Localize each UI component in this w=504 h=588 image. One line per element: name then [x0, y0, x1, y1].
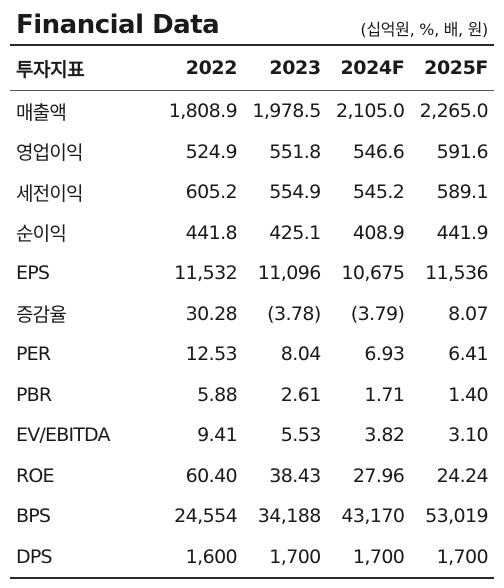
- table-cell: 1,600: [159, 536, 244, 579]
- row-label: ROE: [16, 464, 55, 487]
- table-row: 세전이익 605.2 554.9 545.2 589.1: [10, 172, 494, 213]
- table-cell: 5.53: [280, 424, 322, 447]
- table-cell: 2.61: [280, 383, 322, 406]
- table-cell: 6.93: [364, 343, 405, 366]
- table-cell: 53,019: [425, 505, 488, 528]
- row-label: 순이익: [16, 223, 67, 246]
- financial-table: 투자지표 2022 2023 2024F 2025F 매출액 1,808.9 1,9…: [10, 46, 494, 579]
- row-label: 영업이익: [16, 142, 84, 165]
- table-cell: 24,554: [174, 505, 238, 528]
- table-row: 매출액 1,808.9 1,978.5 2,105.0 2,265.0: [10, 91, 494, 132]
- row-label: 매출액: [16, 101, 67, 124]
- row-label: 증감율: [16, 304, 67, 327]
- table-cell: 10,675: [341, 262, 405, 285]
- table-row: BPS 24,554 34,188 43,170 53,019: [10, 496, 494, 537]
- table-cell: 3.82: [364, 424, 405, 447]
- table-cell: (3.79): [350, 302, 405, 325]
- table-cell: 3.10: [448, 424, 489, 447]
- table-row: 순이익 441.8 425.1 408.9 441.9: [10, 213, 494, 254]
- table-cell: 27.96: [352, 464, 405, 487]
- table-body: 매출액 1,808.9 1,978.5 2,105.0 2,265.0 영업이익 524.9…: [10, 91, 494, 579]
- unit-note: (십억원, %, 배, 원): [360, 20, 488, 39]
- table-cell: 545.2: [352, 181, 405, 204]
- title-row: Financial Data (십억원, %, 배, 원): [10, 0, 494, 46]
- table-row: 영업이익 524.9 551.8 546.6 591.6: [10, 132, 494, 173]
- table-row: PER 12.53 8.04 6.93 6.41: [10, 334, 494, 375]
- row-label: EV/EBITDA: [16, 424, 111, 447]
- table-cell: 43,170: [341, 505, 405, 528]
- table-row: EV/EBITDA 9.41 5.53 3.82 3.10: [10, 415, 494, 456]
- table-cell: 524.9: [185, 140, 238, 163]
- table-cell: 1.71: [364, 383, 405, 406]
- column-header-2023: 2023: [243, 46, 327, 91]
- column-header-2024f: 2024F: [326, 46, 411, 91]
- page-title: Financial Data: [16, 10, 220, 40]
- table-row: 증감율 30.28 (3.78) (3.79) 8.07: [10, 294, 494, 335]
- table-cell: 2,265.0: [419, 100, 489, 123]
- table-cell: 1,978.5: [252, 100, 321, 123]
- table-cell: 60.40: [185, 464, 238, 487]
- table-row: PBR 5.88 2.61 1.71 1.40: [10, 375, 494, 416]
- table-cell: 8.07: [448, 302, 489, 325]
- table-cell: 554.9: [269, 181, 321, 204]
- table-cell: 5.88: [197, 383, 238, 406]
- table-cell: 11,536: [425, 262, 488, 285]
- table-cell: 38.43: [269, 464, 321, 487]
- table-cell: 441.9: [436, 221, 489, 244]
- table-cell: 441.8: [185, 221, 238, 244]
- table-cell: 408.9: [352, 221, 405, 244]
- table-row: ROE 60.40 38.43 27.96 24.24: [10, 456, 494, 497]
- table-cell: 1,808.9: [168, 100, 238, 123]
- column-header-2025f: 2025F: [410, 46, 494, 91]
- row-label: DPS: [10, 536, 160, 579]
- table-row: DPS 1,600 1,700 1,700 1,700: [10, 536, 494, 579]
- table-cell: 1.40: [448, 383, 489, 406]
- column-header-indicator: 투자지표: [10, 46, 160, 91]
- table-cell: 551.8: [269, 140, 321, 163]
- row-label: EPS: [16, 262, 50, 285]
- table-cell: 34,188: [257, 505, 321, 528]
- table-cell: 1,700: [326, 536, 411, 579]
- row-label: PER: [16, 343, 51, 366]
- row-label: PBR: [16, 383, 52, 406]
- column-header-2022: 2022: [159, 46, 244, 91]
- table-cell: 589.1: [436, 181, 489, 204]
- table-cell: 30.28: [185, 302, 238, 325]
- table-cell: 591.6: [436, 140, 489, 163]
- table-cell: 9.41: [197, 424, 238, 447]
- row-label: 세전이익: [16, 182, 84, 205]
- table-cell: 12.53: [185, 343, 238, 366]
- table-cell: 425.1: [269, 221, 321, 244]
- table-cell: 2,105.0: [335, 100, 405, 123]
- table-cell: 11,096: [257, 262, 321, 285]
- table-row: EPS 11,532 11,096 10,675 11,536: [10, 253, 494, 294]
- header-row: 투자지표 2022 2023 2024F 2025F: [10, 46, 494, 91]
- table-cell: 24.24: [436, 464, 489, 487]
- table-cell: 8.04: [280, 343, 322, 366]
- table-cell: 605.2: [185, 181, 238, 204]
- table-cell: 546.6: [352, 140, 405, 163]
- table-cell: 11,532: [174, 262, 238, 285]
- table-cell: 6.41: [448, 343, 489, 366]
- table-cell: 1,700: [243, 536, 327, 579]
- table-cell: (3.78): [267, 302, 321, 325]
- table-cell: 1,700: [410, 536, 494, 579]
- row-label: BPS: [16, 505, 51, 528]
